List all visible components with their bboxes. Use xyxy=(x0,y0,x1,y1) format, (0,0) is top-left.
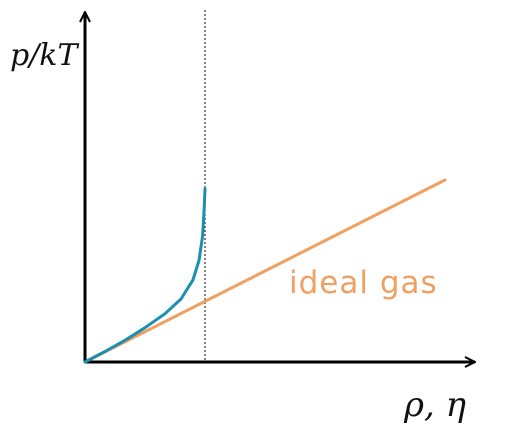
chart-marks xyxy=(83,10,447,364)
ideal-gas-annotation: ideal gas xyxy=(289,265,438,301)
y-axis-label: p/kT xyxy=(10,38,78,73)
x-axis-label: ρ, η xyxy=(404,385,466,425)
ideal-gas-line xyxy=(83,178,447,364)
pressure-curve-line xyxy=(83,187,207,364)
